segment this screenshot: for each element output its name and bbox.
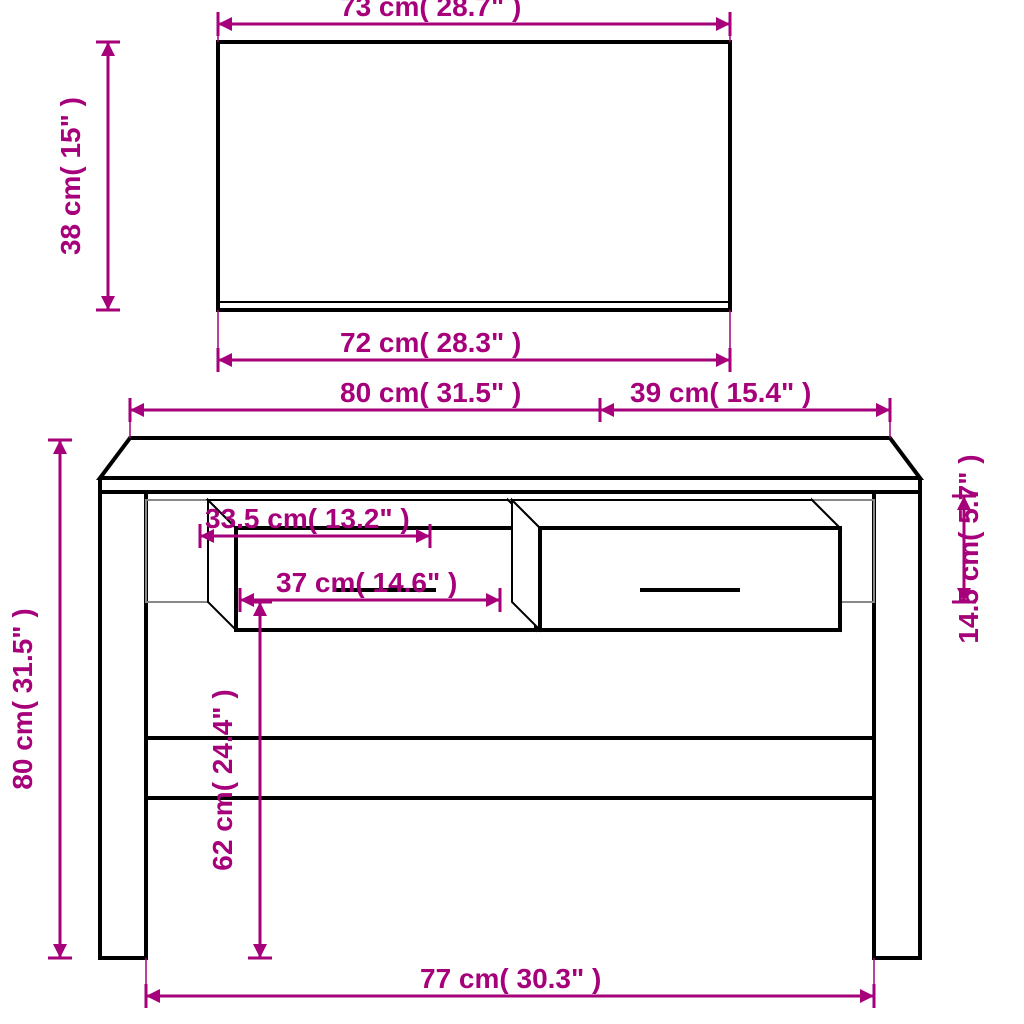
mirror-outline	[218, 42, 730, 310]
desk-top	[100, 438, 920, 478]
dim-leg_height-label: 62 cm( 24.4" )	[207, 689, 238, 870]
dim-drawer_width-label: 37 cm( 14.6" )	[276, 567, 457, 598]
dim-mirror_bottom-label: 72 cm( 28.3" )	[340, 327, 521, 358]
desk-leg	[100, 492, 146, 958]
dim-drawer_depth-label: 33.5 cm( 13.2" )	[205, 503, 410, 534]
dim-mirror_top-label: 73 cm( 28.7" )	[340, 0, 521, 22]
dim-desk_width-label: 80 cm( 31.5" )	[340, 377, 521, 408]
dim-bottom_width-label: 77 cm( 30.3" )	[420, 963, 601, 994]
dim-desk_depth-label: 39 cm( 15.4" )	[630, 377, 811, 408]
dim-desk_height-label: 80 cm( 31.5" )	[7, 608, 38, 789]
drawer-front	[540, 528, 840, 630]
dimension-diagram: 73 cm( 28.7" ) 38 cm( 15" ) 72 cm( 28.3" )…	[0, 0, 1024, 1024]
dim-mirror_left-label: 38 cm( 15" )	[55, 97, 86, 255]
back-panel	[146, 738, 874, 798]
desk-leg	[874, 492, 920, 958]
dim-drawer_height-label: 14.5 cm( 5.7" )	[953, 454, 984, 643]
